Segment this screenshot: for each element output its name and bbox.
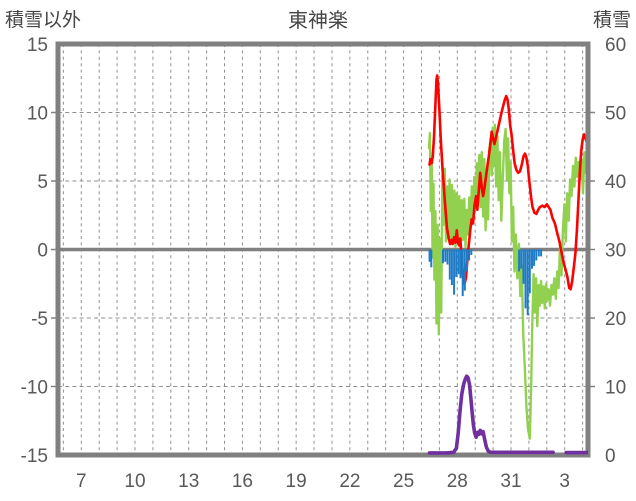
right-axis-tick-label: 60 (605, 35, 626, 56)
blue-bars-bar (457, 249, 460, 275)
blue-bars-bar (528, 249, 531, 294)
blue-bars-bar (446, 249, 449, 265)
blue-bars-bar (466, 249, 468, 272)
blue-bars-bar (531, 249, 533, 269)
x-axis-tick-label: 16 (232, 471, 253, 492)
x-axis-tick-label: 3 (559, 471, 570, 492)
left-axis-title: 積雪以外 (5, 9, 81, 31)
red-line (428, 74, 588, 291)
plot-frame (51, 41, 595, 458)
blue-bars-bar (453, 249, 456, 295)
green-line (427, 123, 588, 440)
blue-bars-bar (444, 249, 447, 262)
blue-bars-bar (533, 249, 536, 266)
x-axis-tick-label: 19 (286, 471, 307, 492)
blue-bars-bar (459, 249, 462, 279)
blue-bars-bar (455, 249, 458, 277)
blue-bars-bar (428, 249, 431, 262)
blue-bars-bar (520, 249, 523, 269)
x-axis-tick-label: 25 (393, 471, 414, 492)
snow-series-layer (427, 374, 588, 455)
right-axis-tick-label: 10 (605, 378, 626, 399)
blue-bars-bar (537, 249, 540, 257)
blue-bars-bar (526, 249, 529, 316)
left-axis-tick-label: -10 (21, 378, 48, 399)
blue-bars-bar (461, 249, 464, 297)
blue-bars-bar (430, 249, 433, 268)
blue-bars-bar (442, 249, 444, 264)
right-axis-tick-label: 20 (605, 309, 626, 330)
right-axis-title: 積雪 (593, 9, 631, 31)
blue-bars-bar (448, 249, 451, 280)
purple-snow-line (427, 374, 555, 455)
x-axis-tick-label: 7 (76, 471, 87, 492)
right-axis-tick-label: 50 (605, 104, 626, 125)
right-axis-tick-label: 40 (605, 172, 626, 193)
left-axis-tick-label: -15 (21, 446, 48, 467)
blue-bars-bar (470, 249, 473, 255)
chart-title: 東神楽 (288, 9, 348, 32)
x-axis-tick-label: 13 (178, 471, 199, 492)
blue-bars-bar (518, 249, 521, 272)
blue-bars-bar (522, 249, 525, 284)
left-axis-tick-label: 5 (37, 172, 48, 193)
blue-bars-bar (524, 249, 527, 309)
x-axis-tick-label: 28 (447, 471, 468, 492)
left-axis-tick-label: -5 (31, 309, 48, 330)
left-axis-tick-label: 15 (27, 35, 48, 56)
right-axis-tick-label: 30 (605, 241, 626, 262)
blue-bars-bar (468, 249, 471, 261)
blue-bars-bar (463, 249, 466, 291)
left-axis-tick-label: 0 (37, 241, 48, 262)
series-layer (427, 74, 588, 440)
left-axis-tick-label: 10 (27, 104, 48, 125)
blue-bars-bar (450, 249, 453, 286)
blue-bars-bar (540, 249, 543, 257)
blue-bars-bar (535, 249, 538, 261)
x-axis-tick-label: 22 (339, 471, 360, 492)
x-axis-tick-label: 31 (500, 471, 521, 492)
plot-border (55, 41, 591, 458)
right-axis-tick-label: 0 (605, 446, 616, 467)
x-axis-tick-label: 10 (124, 471, 145, 492)
